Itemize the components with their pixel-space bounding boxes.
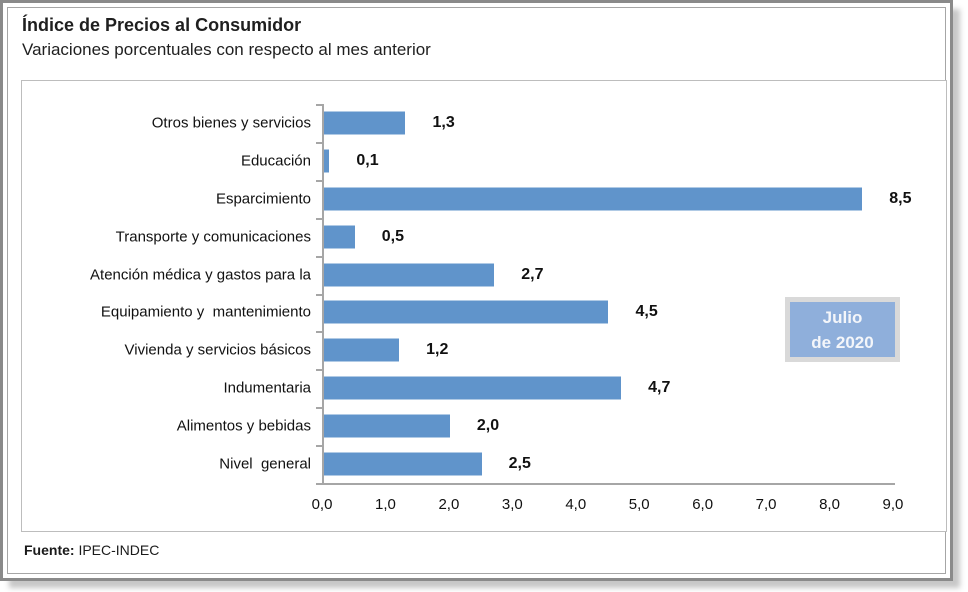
chart-subtitle: Variaciones porcentuales con respecto al… (22, 40, 431, 59)
category-label: Vivienda y servicios básicos (124, 341, 311, 359)
card-inner-frame: Índice de Precios al Consumidor Variacio… (7, 7, 947, 574)
category-label: Alimentos y bebidas (176, 417, 311, 435)
legend-box: Julio de 2020 (785, 297, 900, 362)
x-tick-label: 9,0 (882, 496, 904, 513)
category-label: Educación (240, 152, 311, 170)
bar (323, 300, 609, 324)
bar (323, 149, 330, 173)
chart-area: Otros bienes y servicios 1,3 Educación 0,1 E… (21, 80, 947, 532)
category-label: Equipamiento y mantenimiento (100, 303, 311, 321)
y-axis-tick (316, 483, 322, 485)
x-axis (322, 483, 895, 485)
x-tick-label: 4,0 (565, 496, 587, 513)
category-label: Nivel general (219, 455, 311, 473)
bar-row: Educación 0,1 (22, 142, 946, 180)
x-tick-label: 8,0 (819, 496, 840, 513)
y-axis-tick (316, 445, 322, 448)
bar-row: Equipamiento y mantenimiento 4,5 (22, 294, 946, 332)
bar (323, 111, 406, 135)
value-label: 0,1 (356, 151, 379, 169)
bar-row: Indumentaria 4,7 (22, 369, 946, 407)
source-value: IPEC-INDEC (74, 542, 160, 558)
bar (323, 263, 495, 287)
y-axis (322, 104, 324, 483)
value-label: 2,5 (508, 455, 531, 473)
category-label: Otros bienes y servicios (151, 114, 311, 132)
y-axis-tick (316, 331, 322, 334)
y-axis-tick (316, 255, 322, 258)
bar-row: Alimentos y bebidas 2,0 (22, 407, 946, 445)
legend-text-line1: Julio (822, 307, 863, 327)
bar (323, 414, 450, 438)
x-tick-label: 3,0 (501, 496, 523, 513)
bar-row: Atención médica y gastos para la 2,7 (22, 256, 946, 294)
source-label: Fuente: (24, 542, 75, 558)
value-label: 2,0 (476, 417, 500, 435)
category-label: Transporte y comunicaciones (115, 228, 311, 246)
bar (323, 452, 482, 476)
y-axis-tick (316, 407, 322, 410)
value-label: 2,7 (521, 265, 544, 283)
category-label: Esparcimiento (215, 190, 311, 208)
bar-row: Esparcimiento 8,5 (22, 180, 946, 218)
bar (323, 338, 400, 362)
y-axis-tick (316, 104, 322, 106)
x-tick-label: 6,0 (692, 496, 714, 513)
y-axis-tick (316, 369, 322, 372)
category-label: Atención médica y gastos para la (90, 266, 311, 284)
x-tick-label: 5,0 (628, 496, 650, 513)
chart-title: Índice de Precios al Consumidor (22, 15, 302, 35)
x-tick-label: 1,0 (375, 496, 396, 513)
chart-card: Índice de Precios al Consumidor Variacio… (0, 0, 953, 581)
bar-row: Vivienda y servicios básicos 1,2 (22, 331, 946, 369)
legend-inner: Julio de 2020 (790, 302, 895, 357)
y-axis-tick (316, 217, 322, 220)
value-label: 1,3 (432, 113, 455, 131)
bar (323, 187, 863, 211)
bar-row: Nivel general 2,5 (22, 445, 946, 483)
bar-row: Transporte y comunicaciones 0,5 (22, 218, 946, 256)
value-label: 4,5 (635, 303, 658, 321)
value-label: 4,7 (648, 379, 671, 397)
x-tick-label: 2,0 (438, 496, 460, 513)
source-note: Fuente: IPEC-INDEC (24, 542, 159, 558)
y-axis-tick (316, 141, 322, 144)
value-label: 1,2 (426, 341, 449, 359)
value-label: 8,5 (889, 189, 912, 207)
legend-text-line2: de 2020 (811, 332, 874, 352)
bar-row: Otros bienes y servicios 1,3 (22, 104, 946, 142)
value-label: 0,5 (381, 227, 404, 245)
y-axis-tick (316, 293, 322, 296)
y-axis-tick (316, 179, 322, 182)
x-tick-label: 7,0 (755, 496, 777, 513)
x-tick-label: 0,0 (311, 496, 333, 513)
bar (323, 225, 355, 249)
category-label: Indumentaria (223, 379, 311, 397)
bar (323, 376, 622, 400)
